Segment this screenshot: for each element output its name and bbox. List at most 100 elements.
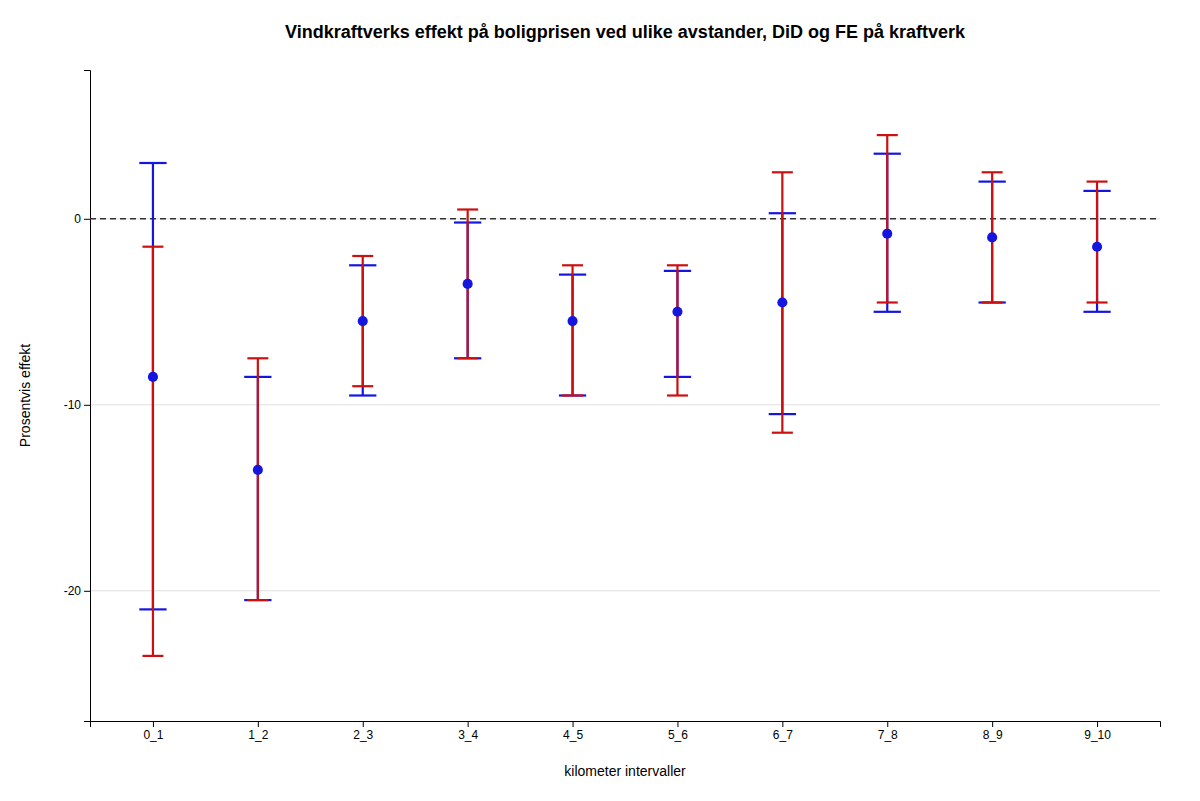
x-tick: 0_1 <box>143 721 163 742</box>
error-cap-lower <box>562 394 583 396</box>
error-cap-lower <box>142 655 163 657</box>
x-tick-mark <box>887 721 888 727</box>
x-tick: 1_2 <box>248 721 268 742</box>
x-axis: 0_1 1_2 2_3 3_4 4_5 5_6 6_7 7_8 8_9 9_10 <box>91 721 1161 742</box>
error-cap-lower <box>1083 311 1110 313</box>
x-tick-mark <box>992 721 993 727</box>
error-cap-upper <box>142 246 163 248</box>
error-cap-upper <box>247 357 268 359</box>
error-cap-upper <box>982 171 1003 173</box>
x-tick: 3_4 <box>458 721 478 742</box>
point <box>987 232 997 242</box>
grid-line <box>90 404 1160 405</box>
x-axis-title: kilometer intervaller <box>564 763 686 779</box>
error-cap-lower <box>982 301 1003 303</box>
x-tick-mark <box>468 721 469 727</box>
y-tick-mark <box>84 219 90 220</box>
error-cap-upper <box>352 255 373 257</box>
y-axis-title: Prosentvis effekt <box>17 344 33 447</box>
error-cap-lower <box>454 357 481 359</box>
error-cap-upper <box>562 264 583 266</box>
x-tick-mark <box>1097 721 1098 727</box>
grid-line <box>90 218 1160 219</box>
error-cap-upper <box>877 134 898 136</box>
x-tick: 8_9 <box>983 721 1003 742</box>
y-tick: -20 <box>64 584 90 598</box>
x-tick-mark <box>258 721 259 727</box>
error-cap-lower <box>1087 301 1108 303</box>
error-cap-lower <box>874 311 901 313</box>
error-cap-lower <box>667 394 688 396</box>
x-tick-mark <box>363 721 364 727</box>
error-bars <box>139 154 1110 610</box>
grid-line <box>90 590 1160 591</box>
x-tick-label: 0_1 <box>143 728 163 742</box>
x-tick: 4_5 <box>563 721 583 742</box>
error-cap-upper <box>667 264 688 266</box>
point <box>463 279 473 289</box>
plot-area: 0_1 1_2 2_3 3_4 4_5 5_6 6_7 7_8 8_9 9_10 -20 -10 0 <box>64 71 1161 742</box>
error-cap-upper <box>772 171 793 173</box>
x-tick: 9_10 <box>1084 721 1111 742</box>
error-cap-lower <box>979 301 1006 303</box>
chart: 0_1 1_2 2_3 3_4 4_5 5_6 6_7 7_8 8_9 9_10 -20 -10 0 Vi… <box>0 0 1200 801</box>
point <box>1092 242 1102 252</box>
point <box>882 229 892 239</box>
x-tick-mark <box>573 721 574 727</box>
error-bar <box>886 135 888 302</box>
y-tick-label: 0 <box>74 212 81 226</box>
point <box>777 297 787 307</box>
y-tick: 0 <box>74 212 90 226</box>
error-bars <box>142 135 1107 656</box>
y-tick-label: -20 <box>64 584 82 598</box>
error-bar <box>676 265 678 395</box>
x-tick: 7_8 <box>878 721 898 742</box>
error-cap-lower <box>559 394 586 396</box>
grid <box>90 219 1160 591</box>
y-axis: -20 -10 0 <box>64 71 91 722</box>
point <box>148 372 158 382</box>
x-tick-mark <box>677 721 678 727</box>
x-tick-label: 2_3 <box>353 728 373 742</box>
x-tick-label: 7_8 <box>878 728 898 742</box>
x-tick: 5_6 <box>668 721 688 742</box>
y-axis-line <box>84 71 91 722</box>
reference-line <box>90 218 1160 220</box>
x-tick-label: 3_4 <box>458 728 478 742</box>
point <box>253 465 263 475</box>
error-bar <box>571 265 573 395</box>
error-cap-upper <box>139 162 166 164</box>
error-cap-upper <box>1087 181 1108 183</box>
x-tick-label: 5_6 <box>668 728 688 742</box>
error-cap-lower <box>772 432 793 434</box>
y-tick-mark <box>84 591 90 592</box>
y-tick: -10 <box>64 398 90 412</box>
error-bar <box>152 247 154 656</box>
x-tick-mark <box>153 721 154 727</box>
error-cap-lower <box>457 357 478 359</box>
y-tick-label: -10 <box>64 398 82 412</box>
x-tick-label: 6_7 <box>773 728 793 742</box>
error-cap-lower <box>877 301 898 303</box>
x-tick-label: 4_5 <box>563 728 583 742</box>
point <box>358 316 368 326</box>
y-tick-mark <box>84 405 90 406</box>
x-tick-label: 1_2 <box>248 728 268 742</box>
error-cap-lower <box>247 599 268 601</box>
marks <box>90 135 1160 656</box>
error-cap-lower <box>244 599 271 601</box>
point <box>672 307 682 317</box>
x-tick-mark <box>782 721 783 727</box>
error-bar <box>257 358 259 600</box>
error-cap-lower <box>352 385 373 387</box>
x-tick: 2_3 <box>353 721 373 742</box>
title: Vindkraftverks effekt på boligprisen ved… <box>285 22 966 42</box>
x-tick: 6_7 <box>773 721 793 742</box>
x-tick-label: 9_10 <box>1084 728 1111 742</box>
error-cap-lower <box>349 394 376 396</box>
points <box>148 229 1102 475</box>
x-tick-label: 8_9 <box>983 728 1003 742</box>
error-cap-upper <box>457 208 478 210</box>
point <box>568 316 578 326</box>
x-axis-line <box>91 722 1161 728</box>
